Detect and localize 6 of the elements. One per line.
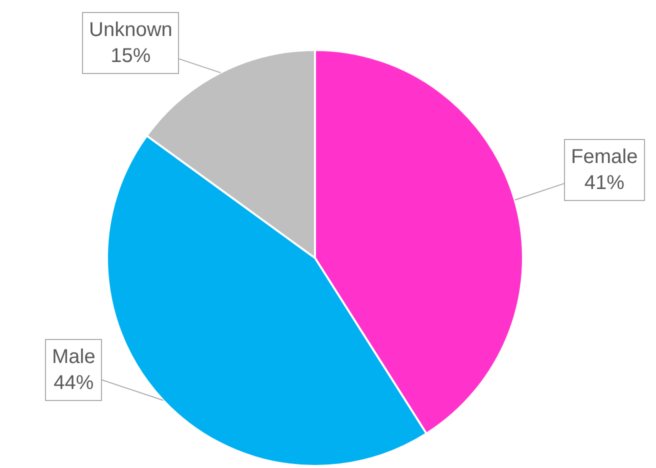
slice-label: Male	[52, 346, 96, 368]
data-label: 44%	[54, 372, 94, 394]
data-label: 15%	[110, 45, 151, 67]
data-label: 41%	[584, 172, 625, 194]
slice-label: Female	[571, 146, 638, 168]
slice-label: Unknown	[89, 19, 172, 41]
